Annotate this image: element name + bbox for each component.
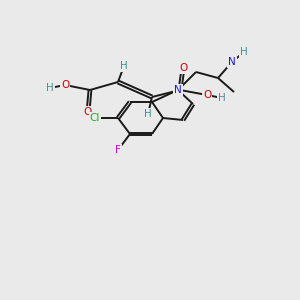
Text: N: N bbox=[174, 85, 182, 95]
Text: H: H bbox=[144, 109, 152, 119]
Text: F: F bbox=[115, 145, 121, 155]
Text: O: O bbox=[179, 63, 187, 73]
Text: O: O bbox=[203, 90, 211, 100]
Text: H: H bbox=[218, 93, 226, 103]
Text: H: H bbox=[240, 47, 248, 57]
Text: O: O bbox=[61, 80, 69, 90]
Text: Cl: Cl bbox=[90, 113, 100, 123]
Text: H: H bbox=[120, 61, 128, 71]
Text: O: O bbox=[84, 107, 92, 117]
Text: N: N bbox=[228, 57, 236, 67]
Text: H: H bbox=[46, 83, 54, 93]
